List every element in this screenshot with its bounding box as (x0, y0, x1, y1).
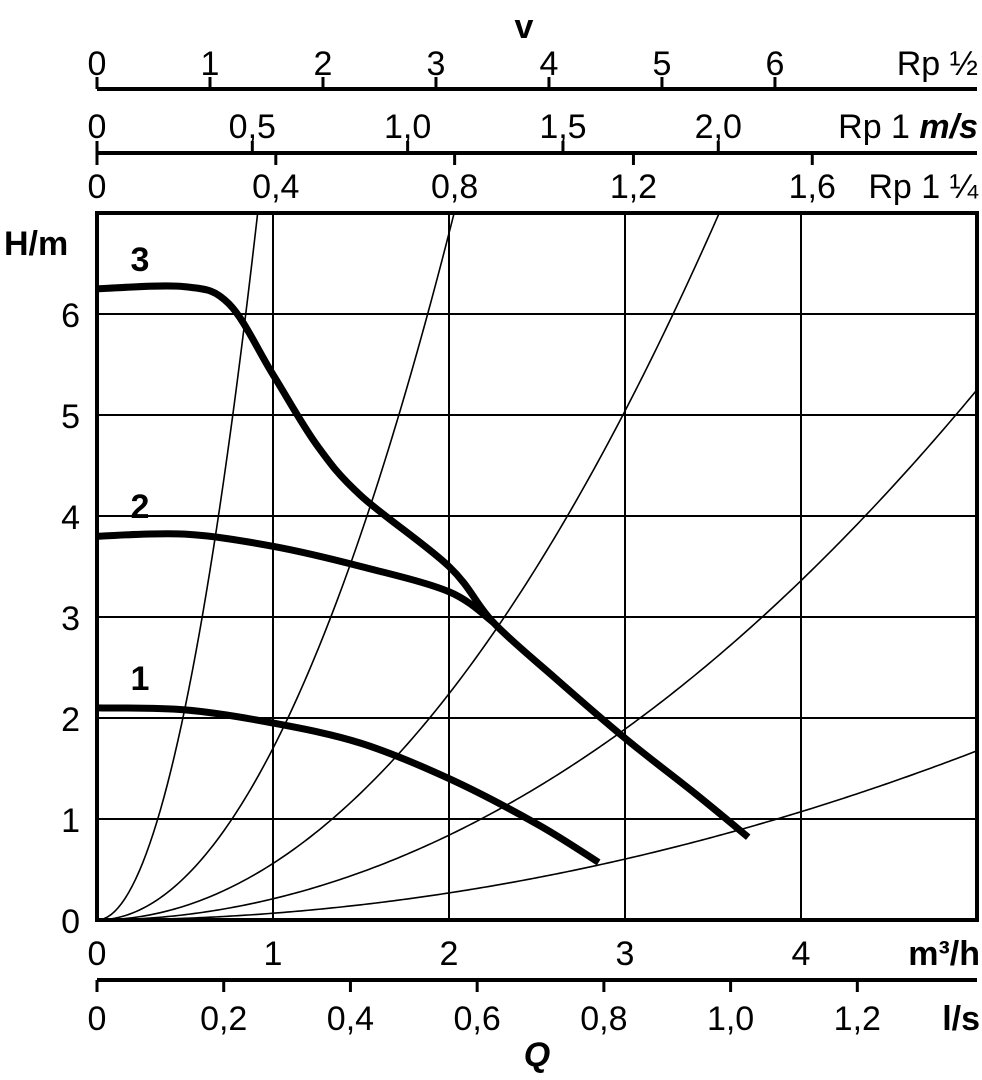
velocity-tick-label: 0 (88, 108, 107, 146)
x-tick-label: 4 (792, 935, 811, 973)
velocity-tick-label: 0,4 (252, 168, 299, 206)
velocity-tick-label: 6 (765, 45, 784, 83)
x-tick-label: 0 (88, 935, 107, 973)
system-curve (96, 389, 978, 921)
x-tick-label: 1 (264, 935, 283, 973)
ls-tick-label: 0,8 (580, 1000, 627, 1038)
pump-curve-3 (96, 282, 751, 840)
velocity-tick-label: 0 (88, 168, 107, 206)
x-axis-title: Q (524, 1036, 550, 1074)
axis-name-rp-half: Rp ½ (897, 45, 978, 83)
velocity-tick-label: 5 (652, 45, 671, 83)
ls-tick-label: 0,2 (200, 1000, 247, 1038)
pump-curves: 1 2 3 (96, 241, 751, 866)
velocity-tick-label: 2 (314, 45, 333, 83)
pump-curve-2 (96, 530, 496, 625)
velocity-title: v (515, 8, 534, 46)
velocity-unit: m/s (919, 108, 978, 146)
plot-frame (95, 211, 979, 922)
y-tick-label: 3 (61, 600, 80, 638)
velocity-tick-label: 0 (88, 45, 107, 83)
ls-tick-label: 1,0 (707, 1000, 754, 1038)
y-tick-label: 6 (61, 297, 80, 335)
velocity-tick-label: 3 (427, 45, 446, 83)
velocity-tick-label: 4 (540, 45, 559, 83)
velocity-tick-label: 1 (201, 45, 220, 83)
x-unit-label: m³/h (908, 935, 980, 973)
system-curve (96, 212, 455, 921)
system-curve (96, 750, 978, 921)
ls-tick-label: 0,4 (327, 1000, 374, 1038)
system-curves (96, 212, 978, 921)
system-curve (96, 212, 259, 921)
curve-label-1: 1 (131, 660, 150, 698)
velocity-tick-label: 0,5 (229, 108, 276, 146)
velocity-tick-label: 1,2 (610, 168, 657, 206)
y-tick-label: 1 (61, 802, 80, 840)
curve-label-2: 2 (131, 488, 150, 526)
ls-tick-label: 0 (88, 1000, 107, 1038)
axis-name-rp-1: Rp 1 m/s (838, 108, 978, 146)
y-tick-label: 2 (61, 701, 80, 739)
ls-tick-label: 1,2 (834, 1000, 881, 1038)
ls-unit-label: l/s (942, 1000, 980, 1038)
y-tick-label: 0 (61, 903, 80, 941)
x-tick-label: 3 (616, 935, 635, 973)
velocity-tick-label: 1,6 (789, 168, 836, 206)
axis-name-rp-1-quarter: Rp 1 ¼ (868, 168, 978, 206)
curve-label-3: 3 (131, 241, 150, 279)
y-tick-label: 5 (61, 398, 80, 436)
axis-name-rp-1-text: Rp 1 (838, 108, 919, 146)
velocity-tick-label: 2,0 (695, 108, 742, 146)
ls-tick-label: 0,6 (454, 1000, 501, 1038)
velocity-tick-label: 0,8 (431, 168, 478, 206)
velocity-tick-label: 1,0 (384, 108, 431, 146)
velocity-tick-label: 1,5 (539, 108, 586, 146)
y-tick-label: 4 (61, 499, 80, 537)
system-curve (96, 212, 720, 921)
y-axis-title: H/m (4, 225, 68, 263)
pump-curve-1 (96, 704, 601, 866)
x-tick-label: 2 (440, 935, 459, 973)
